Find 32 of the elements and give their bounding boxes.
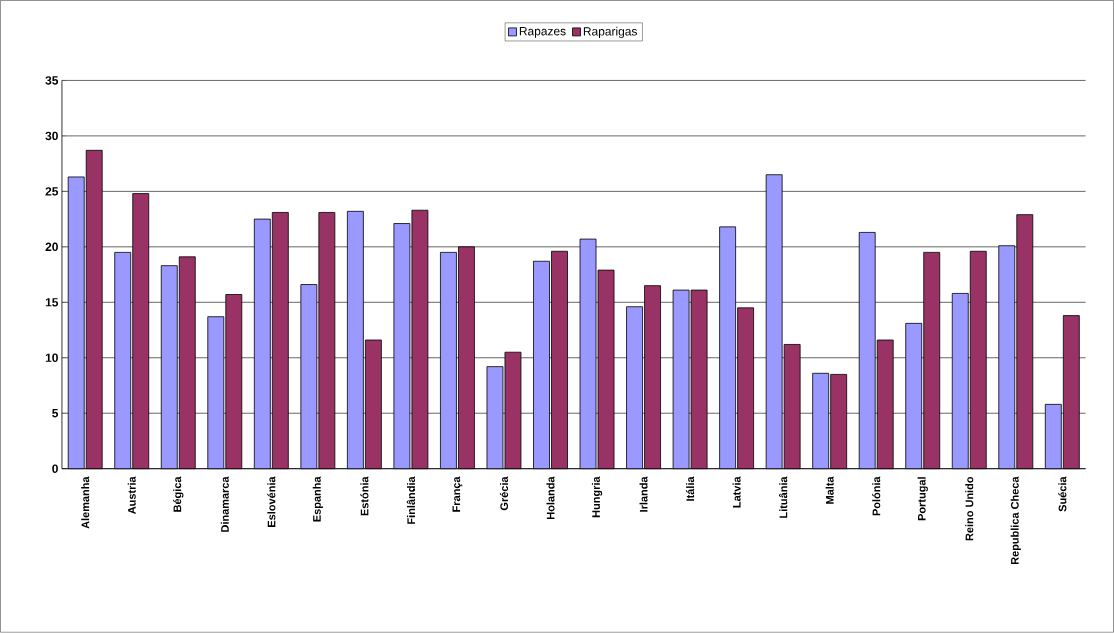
x-tick-label: Espanha [312, 476, 323, 522]
x-tick-label: Republica Checa [1010, 476, 1021, 565]
x-tick-label: Alemanha [81, 476, 90, 529]
x-tick-label: Malta [825, 476, 834, 504]
x-tick-label: Polónia [872, 476, 881, 516]
y-tick-label: 15 [45, 298, 59, 307]
x-tick-label: Austria [127, 476, 136, 515]
x-tick-label: Eslovénia [267, 476, 276, 528]
x-tick-label: Irlanda [639, 476, 648, 512]
legend-label: Raparigas [583, 26, 637, 39]
legend-label: Rapazes [519, 27, 566, 38]
x-tick-label: Estónia [360, 476, 369, 516]
y-tick-label: 25 [45, 187, 59, 196]
x-tick-label: Dinamarca [220, 476, 229, 532]
x-tick-label: França [452, 476, 463, 512]
x-tick-label: Holanda [546, 476, 555, 520]
x-tick-label: Hungria [591, 476, 603, 518]
x-tick-label: Reino Unido [965, 477, 974, 541]
y-tick-label: 0 [52, 464, 58, 474]
y-tick-label: 10 [45, 353, 58, 363]
x-tick-label: Portugal [917, 477, 928, 521]
y-tick-label: 30 [45, 131, 58, 141]
x-tick-label: Itália [686, 476, 695, 501]
y-tick-label: 35 [45, 76, 59, 85]
x-tick-label: Suécia [1058, 476, 1067, 512]
y-tick-label: 20 [45, 242, 58, 252]
x-tick-label: Latvia [732, 476, 741, 508]
x-tick-label: Bégica [173, 476, 184, 512]
x-tick-label: Grécia [499, 476, 509, 511]
x-tick-label: Lituânia [779, 476, 788, 518]
x-tick-label: Finlândia [406, 476, 416, 525]
y-tick-label: 5 [52, 409, 59, 418]
